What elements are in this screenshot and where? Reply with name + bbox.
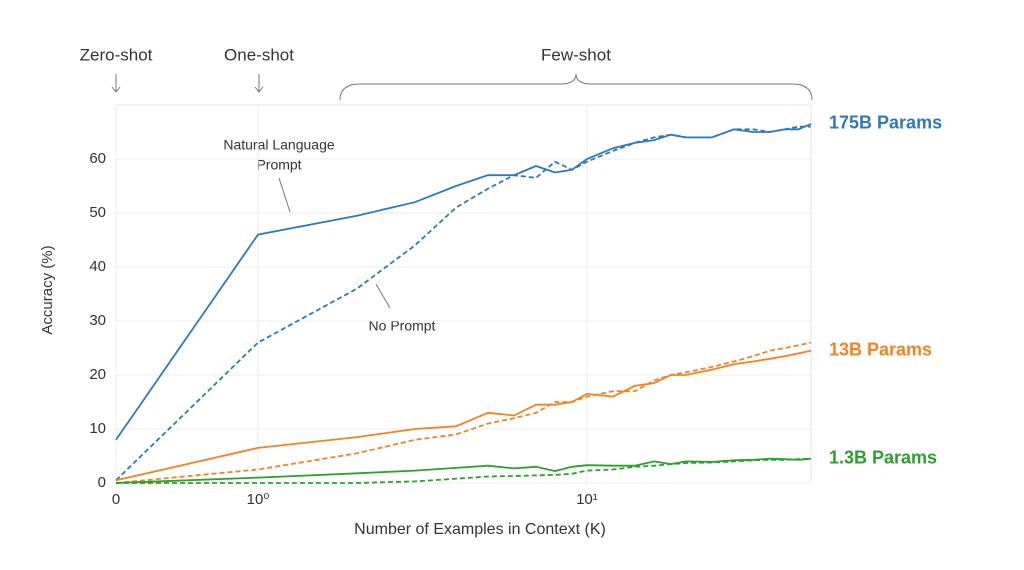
- annotation: Prompt: [256, 157, 301, 173]
- y-tick-label: 30: [89, 312, 106, 329]
- y-axis-label: Accuracy (%): [39, 245, 56, 334]
- x-tick-label: 0: [112, 491, 120, 508]
- line-prompt: [115, 123, 812, 441]
- shot-arrows: [111, 73, 813, 309]
- y-tick-label: 10: [89, 420, 106, 437]
- x-tick-label: 10¹: [576, 491, 598, 508]
- x-axis-label: Number of Examples in Context (K): [354, 521, 606, 538]
- line-prompt: [115, 349, 812, 482]
- annotation: Natural Language: [223, 137, 335, 153]
- y-tick-label: 20: [89, 366, 106, 383]
- x-tick-label: 10⁰: [247, 491, 270, 508]
- shot-label: Few-shot: [541, 45, 611, 64]
- y-tick-label: 0: [98, 474, 106, 491]
- annotation: No Prompt: [369, 318, 436, 334]
- shot-label: One-shot: [224, 45, 294, 64]
- y-tick-label: 50: [89, 204, 106, 221]
- line-no-prompt: [115, 341, 812, 484]
- series-label: 175B Params: [829, 113, 942, 133]
- line-no-prompt: [115, 125, 811, 481]
- plot-area: [115, 104, 812, 484]
- y-tick-label: 40: [89, 258, 106, 275]
- line-prompt: [115, 457, 812, 484]
- series-label: 1.3B Params: [829, 447, 937, 467]
- series-label: 13B Params: [829, 339, 932, 359]
- shot-label: Zero-shot: [80, 45, 153, 64]
- y-tick-label: 60: [89, 150, 106, 167]
